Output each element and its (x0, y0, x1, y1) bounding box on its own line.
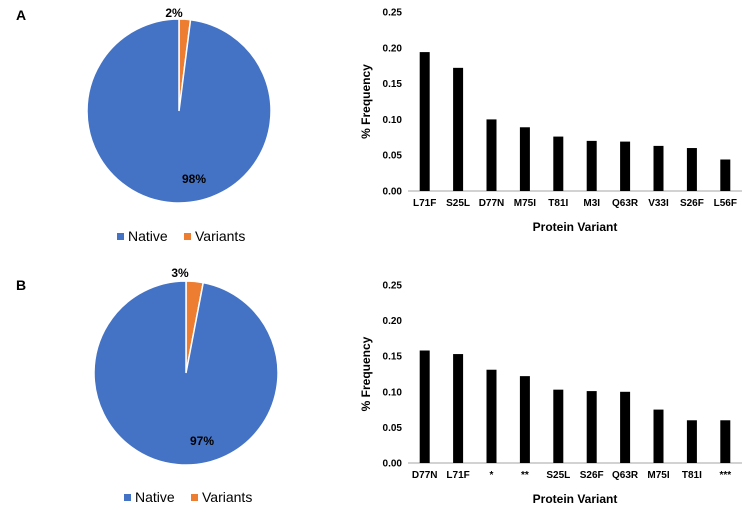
x-tick-label: L56F (714, 198, 737, 209)
pie-chart-a: 98% 2% Native Variants (86, 6, 272, 244)
bar-D77N (486, 119, 497, 191)
y-tick-label: 0.05 (383, 151, 403, 162)
y-tick-label: 0.25 (383, 8, 403, 19)
bar-T81I (686, 420, 697, 463)
x-tick-label: *** (719, 470, 731, 481)
x-tick-label: L71F (413, 198, 436, 209)
x-tick-label: V33I (648, 198, 669, 209)
x-tick-label: T81I (548, 198, 568, 209)
bar-Q63R (620, 141, 631, 191)
y-tick-label: 0.10 (383, 387, 403, 398)
legend-label-native: Native (128, 228, 168, 244)
bar-S25L (553, 389, 564, 463)
pie-label-native: 97% (190, 434, 214, 448)
bar-L71F (453, 354, 464, 463)
legend-label-variants: Variants (202, 489, 252, 505)
x-tick-label: Q63R (612, 470, 639, 481)
bar-S26F (586, 391, 597, 463)
y-tick-label: 0.00 (383, 187, 403, 198)
bar-M75I (653, 409, 664, 463)
pie-label-variants: 3% (171, 266, 189, 280)
x-tick-label: D77N (479, 198, 505, 209)
x-tick-label: Q63R (612, 198, 639, 209)
bar-** (519, 376, 530, 463)
legend-swatch-native (117, 233, 124, 240)
bar-S26F (686, 148, 697, 191)
x-tick-label: D77N (412, 470, 438, 481)
bar-D77N (419, 350, 430, 463)
x-tick-label: S26F (680, 198, 704, 209)
panel-label-a: A (16, 7, 26, 23)
y-tick-label: 0.15 (383, 352, 403, 363)
y-tick-label: 0.20 (383, 316, 403, 327)
bar-T81I (553, 136, 564, 191)
legend-swatch-native (124, 494, 131, 501)
bar-V33I (653, 145, 664, 191)
pie-chart-b: 97% 3% Native Variants (93, 266, 279, 505)
x-tick-label: M3I (583, 198, 600, 209)
x-tick-label: M75I (647, 470, 669, 481)
pie-slice-native (86, 18, 272, 204)
bar-* (486, 369, 497, 463)
legend-label-native: Native (135, 489, 175, 505)
x-tick-label: L71F (446, 470, 469, 481)
legend-swatch-variants (191, 494, 198, 501)
x-tick-label: ** (521, 470, 529, 481)
bar-M75I (519, 127, 530, 191)
pie-label-native: 98% (182, 172, 206, 186)
bar-L71F (419, 52, 430, 191)
x-tick-label: S25L (546, 470, 570, 481)
y-tick-label: 0.00 (383, 459, 403, 470)
bar-S25L (453, 67, 464, 191)
x-tick-label: * (490, 470, 494, 481)
bar-M3I (586, 140, 597, 191)
bar-chart-a: 0.00 0.05 0.10 0.15 0.20 0.25 L71F S25L D77N M75I… (359, 8, 742, 234)
x-axis-title: Protein Variant (533, 492, 618, 506)
y-tick-label: 0.15 (383, 79, 403, 90)
y-tick-label: 0.05 (383, 423, 403, 434)
x-tick-label: S25L (446, 198, 470, 209)
legend-swatch-variants (184, 233, 191, 240)
bar-L56F (720, 159, 731, 191)
legend-label-variants: Variants (195, 228, 245, 244)
x-tick-label: M75I (514, 198, 536, 209)
bar-Q63R (620, 391, 631, 463)
bar-*** (720, 420, 731, 463)
x-axis-title: Protein Variant (533, 220, 618, 234)
y-tick-label: 0.20 (383, 43, 403, 54)
y-tick-label: 0.25 (383, 281, 403, 292)
pie-slice-native (93, 280, 279, 466)
y-axis-title: % Frequency (359, 64, 373, 139)
x-tick-label: S26F (580, 470, 604, 481)
y-tick-label: 0.10 (383, 115, 403, 126)
y-axis-title: % Frequency (359, 336, 373, 411)
panel-label-b: B (16, 277, 26, 293)
pie-label-variants: 2% (165, 6, 183, 20)
x-tick-label: T81I (682, 470, 702, 481)
